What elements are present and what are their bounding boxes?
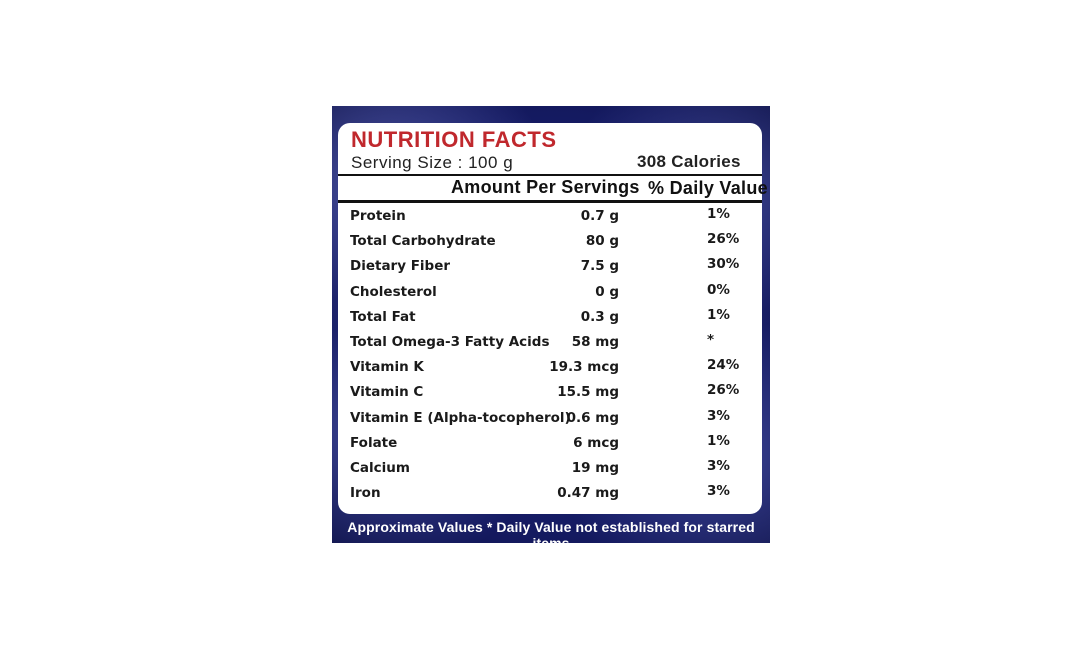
calories: 308 Calories [637, 152, 741, 171]
nutrient-daily: 24% [707, 357, 740, 374]
nutrient-name: Cholesterol [350, 283, 437, 300]
nutrient-amount: 0.47 mg [557, 485, 619, 502]
nutrient-table: Protein 0.7 g 1% Total Carbohydrate 80 g… [338, 204, 762, 506]
nutrient-daily: 26% [707, 382, 740, 399]
nutrient-row: Vitamin E (Alpha-tocopherol) 0.6 mg 3% [338, 406, 762, 431]
label-title: NUTRITION FACTS [351, 127, 557, 152]
nutrient-amount: 6 mcg [573, 434, 619, 451]
nutrient-amount: 15.5 mg [557, 384, 619, 401]
nutrient-row: Vitamin K 19.3 mcg 24% [338, 355, 762, 380]
nutrient-row: Folate 6 mcg 1% [338, 431, 762, 456]
nutrient-name: Total Fat [350, 308, 416, 325]
nutrient-name: Vitamin C [350, 384, 424, 401]
nutrient-name: Folate [350, 434, 398, 451]
nutrient-row: Vitamin C 15.5 mg 26% [338, 380, 762, 405]
nutrient-row: Calcium 19 mg 3% [338, 456, 762, 481]
serving-size: Serving Size : 100 g [351, 153, 514, 172]
nutrient-row: Protein 0.7 g 1% [338, 204, 762, 229]
nutrient-amount: 0.6 mg [566, 409, 619, 426]
nutrient-name: Dietary Fiber [350, 258, 451, 275]
nutrient-row: Total Carbohydrate 80 g 26% [338, 229, 762, 254]
nutrient-row: Total Omega-3 Fatty Acids 58 mg * [338, 330, 762, 355]
nutrient-name: Total Carbohydrate [350, 233, 496, 250]
nutrient-amount: 80 g [585, 233, 619, 250]
nutrient-amount: 0.3 g [580, 308, 619, 325]
nutrient-daily: 3% [707, 483, 730, 500]
nutrient-row: Dietary Fiber 7.5 g 30% [338, 254, 762, 279]
nutrient-daily: 3% [707, 407, 730, 424]
nutrient-daily: 1% [707, 206, 730, 222]
nutrient-row: Cholesterol 0 g 0% [338, 280, 762, 305]
footer-note: Approximate Values * Daily Value not est… [347, 519, 755, 551]
nutrient-row: Total Fat 0.3 g 1% [338, 305, 762, 330]
nutrient-name: Calcium [350, 459, 410, 476]
nutrient-row: Iron 0.47 mg 3% [338, 481, 762, 506]
nutrient-daily: 26% [707, 231, 740, 248]
nutrient-daily: 30% [707, 256, 740, 273]
nutrient-amount: 7.5 g [580, 258, 619, 275]
nutrient-amount: 19.3 mcg [549, 359, 619, 376]
nutrient-name: Protein [350, 208, 406, 224]
header-daily-value: % Daily Value [648, 178, 768, 198]
nutrient-name: Total Omega-3 Fatty Acids [350, 333, 550, 350]
divider-bottom [338, 200, 762, 203]
nutrition-card [338, 123, 762, 514]
nutrient-name: Vitamin E (Alpha-tocopherol) [350, 409, 571, 426]
nutrient-name: Iron [350, 485, 381, 502]
divider-top [338, 174, 762, 176]
nutrient-daily: 1% [707, 306, 730, 323]
nutrient-daily: 3% [707, 457, 730, 474]
header-amount: Amount Per Servings [451, 177, 640, 197]
nutrient-daily: * [707, 331, 715, 348]
nutrient-name: Vitamin K [350, 359, 424, 376]
nutrient-amount: 58 mg [571, 333, 619, 350]
nutrient-daily: 1% [707, 432, 730, 449]
nutrient-amount: 0 g [595, 283, 619, 300]
nutrient-amount: 0.7 g [580, 208, 619, 224]
nutrient-daily: 0% [707, 281, 730, 298]
nutrient-amount: 19 mg [571, 459, 619, 476]
